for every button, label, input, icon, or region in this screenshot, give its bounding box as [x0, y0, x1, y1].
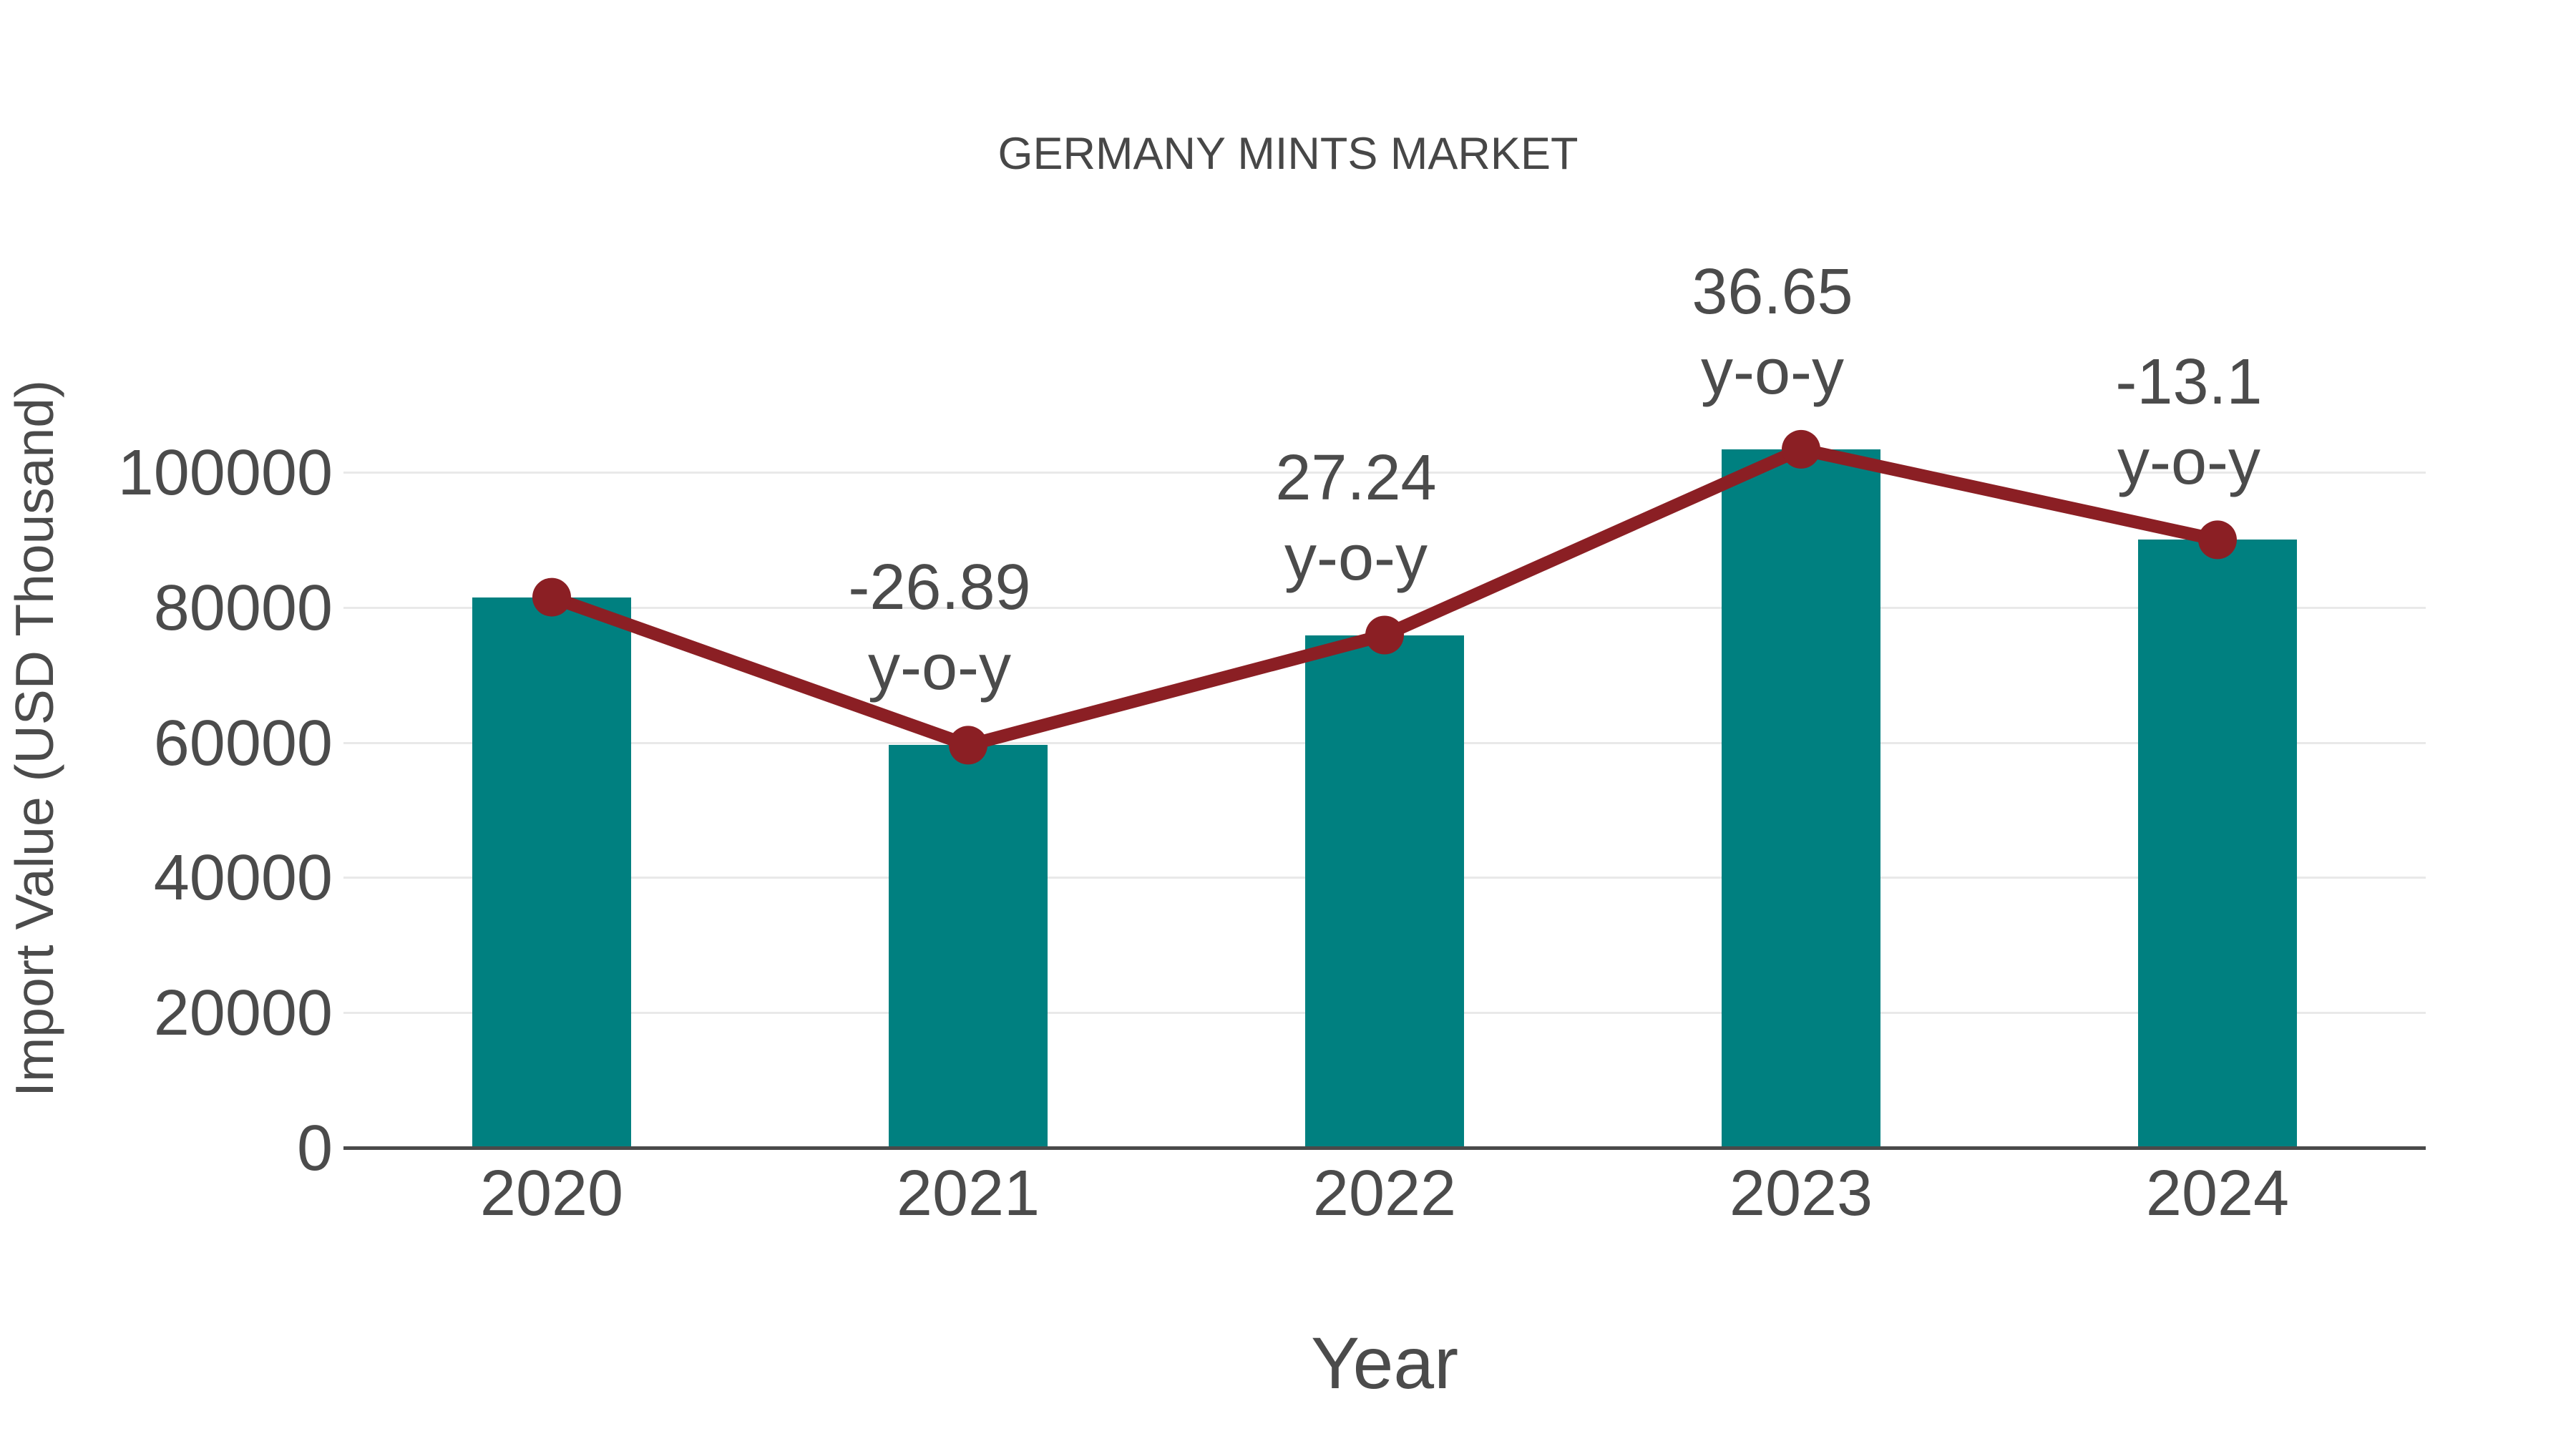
bar-2021 [889, 745, 1048, 1148]
y-tick-label: 0 [296, 1113, 333, 1184]
annotation-line: y-o-y [1701, 336, 1844, 408]
y-tick-label: 80000 [153, 572, 333, 644]
x-tick-label: 2023 [1729, 1158, 1873, 1229]
line-marker-2023 [1782, 429, 1820, 469]
annotation-line: -26.89 [848, 552, 1031, 623]
annotation-2024: -13.1 y-o-y [1974, 342, 2404, 502]
x-tick-label: 2021 [896, 1158, 1040, 1229]
line-marker-2020 [532, 577, 571, 617]
y-tick-label: 20000 [153, 977, 333, 1049]
x-axis-title: Year [1310, 1322, 1459, 1404]
annotation-line: -13.1 [2115, 346, 2263, 418]
chart-title: GERMANY MINTS MARKET [997, 129, 1579, 179]
y-gridline [343, 472, 2426, 474]
bar-2024 [2138, 540, 2297, 1148]
x-axis-line [343, 1146, 2426, 1150]
annotation-2022: 27.24 y-o-y [1141, 438, 1571, 598]
bar-2023 [1722, 449, 1880, 1148]
bar-2020 [472, 597, 631, 1148]
x-tick-label: 2022 [1312, 1158, 1457, 1229]
y-tick-label: 60000 [153, 708, 333, 779]
annotation-line: 36.65 [1692, 256, 1853, 328]
y-tick-label: 40000 [153, 842, 333, 914]
y-gridline [343, 607, 2426, 609]
line-marker-2021 [949, 726, 987, 765]
bar-2022 [1305, 635, 1464, 1148]
annotation-line: 27.24 [1275, 442, 1437, 514]
line-marker-2022 [1365, 615, 1404, 655]
x-tick-label: 2020 [479, 1158, 624, 1229]
annotation-line: y-o-y [2117, 426, 2260, 498]
y-tick-label: 100000 [117, 437, 333, 509]
annotation-2021: -26.89 y-o-y [725, 547, 1154, 708]
line-marker-2024 [2198, 520, 2237, 560]
annotation-line: y-o-y [1284, 522, 1428, 594]
x-tick-label: 2024 [2145, 1158, 2290, 1229]
annotation-2023: 36.65 y-o-y [1558, 252, 1987, 412]
annotation-line: y-o-y [868, 632, 1011, 703]
